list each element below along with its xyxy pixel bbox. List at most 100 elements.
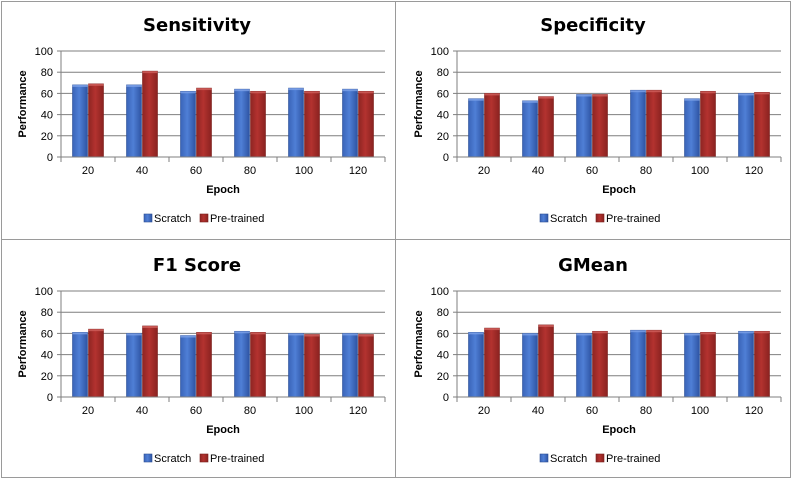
y-tick-label-specificity-0: 0 — [443, 152, 449, 164]
bar-specificity-scratch-120 — [738, 93, 754, 158]
bar-specificity-pre-trained-100 — [700, 90, 716, 158]
x-tick-label-sensitivity-40: 40 — [136, 165, 148, 177]
legend-swatch-scratch — [143, 213, 153, 223]
legend-swatch-pretrained — [199, 213, 209, 223]
y-tick-label-f1-score-80: 80 — [41, 307, 53, 319]
bar-cap-f1-score-pre-trained-20 — [88, 329, 104, 332]
bar-f1-score-pre-trained-40 — [142, 325, 158, 398]
x-tick-label-f1-score-40: 40 — [136, 405, 148, 417]
x-tick-label-specificity-100: 100 — [691, 165, 709, 177]
bar-gmean-scratch-60 — [576, 333, 592, 398]
bar-specificity-pre-trained-80 — [646, 89, 662, 158]
chart-f1-score: F1 Score 0 20 40 60 80 100 20 40 60 80 100 120 Epoch P… — [17, 255, 386, 465]
bar-specificity-scratch-60 — [576, 94, 592, 158]
legend-swatch-pretrained — [595, 213, 605, 223]
bar-gmean-pre-trained-20 — [484, 327, 500, 398]
bar-f1-score-scratch-100 — [288, 333, 304, 398]
y-tick-label-f1-score-40: 40 — [41, 350, 53, 362]
y-tick-label-gmean-100: 100 — [431, 286, 449, 298]
bar-cap-f1-score-pre-trained-100 — [304, 334, 320, 337]
y-tick-label-sensitivity-80: 80 — [41, 67, 53, 79]
x-tick-label-sensitivity-60: 60 — [190, 165, 202, 177]
x-tick-label-specificity-120: 120 — [745, 165, 763, 177]
bar-cap-f1-score-pre-trained-120 — [358, 334, 374, 337]
legend-swatch-pretrained — [595, 453, 605, 463]
x-tick-label-f1-score-80: 80 — [244, 405, 256, 417]
chart-panel-f1-score: F1 Score 0 20 40 60 80 100 20 40 60 80 100 120 Epoch P… — [0, 240, 394, 478]
x-tick-label-sensitivity-20: 20 — [82, 165, 94, 177]
bar-cap-specificity-scratch-120 — [738, 93, 754, 96]
y-axis-label-sensitivity: Performance — [17, 70, 29, 137]
bar-sensitivity-pre-trained-100 — [304, 90, 320, 158]
bar-f1-score-pre-trained-120 — [358, 334, 374, 398]
bar-cap-gmean-scratch-80 — [630, 330, 646, 333]
x-tick-label-f1-score-120: 120 — [349, 405, 367, 417]
bar-cap-gmean-scratch-20 — [468, 332, 484, 335]
legend-swatch-scratch — [539, 453, 549, 463]
x-tick-label-gmean-80: 80 — [640, 405, 652, 417]
bar-cap-specificity-pre-trained-120 — [754, 92, 770, 95]
x-tick-label-gmean-20: 20 — [478, 405, 490, 417]
legend-label-pretrained: Pre-trained — [210, 453, 264, 465]
bar-sensitivity-pre-trained-40 — [142, 70, 158, 158]
bar-cap-gmean-scratch-60 — [576, 333, 592, 336]
bar-cap-specificity-pre-trained-60 — [592, 94, 608, 97]
y-tick-label-specificity-60: 60 — [437, 88, 449, 100]
chart-panel-specificity: Specificity 0 20 40 60 80 100 20 40 60 80 100 120 Epo… — [396, 0, 790, 238]
y-tick-label-f1-score-0: 0 — [47, 392, 53, 404]
bar-specificity-scratch-40 — [522, 100, 538, 158]
bar-sensitivity-scratch-20 — [72, 84, 88, 158]
x-tick-label-specificity-60: 60 — [586, 165, 598, 177]
x-tick-label-f1-score-60: 60 — [190, 405, 202, 417]
y-tick-label-specificity-100: 100 — [431, 46, 449, 58]
bar-f1-score-pre-trained-100 — [304, 334, 320, 398]
legend-f1-score: Scratch Pre-trained — [143, 453, 264, 465]
legend-sensitivity: Scratch Pre-trained — [143, 213, 264, 225]
bar-cap-gmean-scratch-40 — [522, 333, 538, 336]
y-tick-label-gmean-20: 20 — [437, 371, 449, 383]
x-axis-label-gmean: Epoch — [602, 424, 636, 436]
bar-specificity-scratch-100 — [684, 98, 700, 158]
legend-label-pretrained: Pre-trained — [606, 453, 660, 465]
y-tick-label-gmean-60: 60 — [437, 328, 449, 340]
bar-cap-specificity-pre-trained-20 — [484, 93, 500, 96]
bar-cap-gmean-scratch-120 — [738, 331, 754, 334]
bar-sensitivity-scratch-60 — [180, 90, 196, 158]
chart-panel-sensitivity: Sensitivity 0 20 40 60 80 100 20 40 60 80 100 120 Epo… — [0, 0, 394, 238]
bar-sensitivity-scratch-40 — [126, 84, 142, 158]
bar-cap-sensitivity-pre-trained-80 — [250, 91, 266, 94]
bar-f1-score-scratch-120 — [342, 333, 358, 398]
bar-cap-specificity-pre-trained-80 — [646, 90, 662, 93]
x-axis-label-specificity: Epoch — [602, 184, 636, 196]
bar-cap-specificity-scratch-80 — [630, 90, 646, 93]
bar-gmean-pre-trained-80 — [646, 329, 662, 398]
panel-divider-horizontal — [1, 239, 791, 240]
y-axis-label-gmean: Performance — [413, 310, 425, 377]
x-tick-label-sensitivity-120: 120 — [349, 165, 367, 177]
bar-cap-specificity-scratch-60 — [576, 94, 592, 97]
bar-cap-gmean-pre-trained-80 — [646, 330, 662, 333]
y-tick-label-f1-score-20: 20 — [41, 371, 53, 383]
bar-cap-f1-score-scratch-80 — [234, 331, 250, 334]
bar-cap-f1-score-scratch-120 — [342, 333, 358, 336]
bar-gmean-pre-trained-40 — [538, 324, 554, 398]
bar-cap-gmean-pre-trained-120 — [754, 331, 770, 334]
bar-f1-score-pre-trained-80 — [250, 332, 266, 398]
bar-cap-sensitivity-scratch-120 — [342, 89, 358, 92]
y-tick-label-gmean-40: 40 — [437, 350, 449, 362]
y-tick-label-specificity-80: 80 — [437, 67, 449, 79]
bar-cap-gmean-pre-trained-100 — [700, 332, 716, 335]
chart-gmean: GMean 0 20 40 60 80 100 20 40 60 80 100 120 Epoch Perf… — [413, 255, 782, 465]
bar-cap-sensitivity-pre-trained-100 — [304, 91, 320, 94]
bar-gmean-pre-trained-60 — [592, 330, 608, 398]
x-tick-label-specificity-40: 40 — [532, 165, 544, 177]
x-tick-label-f1-score-100: 100 — [295, 405, 313, 417]
bar-cap-sensitivity-pre-trained-60 — [196, 88, 212, 91]
bar-specificity-pre-trained-20 — [484, 93, 500, 158]
y-tick-label-sensitivity-0: 0 — [47, 152, 53, 164]
y-axis-label-specificity: Performance — [413, 70, 425, 137]
bar-cap-f1-score-scratch-60 — [180, 335, 196, 338]
x-tick-label-f1-score-20: 20 — [82, 405, 94, 417]
legend-label-scratch: Scratch — [154, 453, 191, 465]
legend-label-scratch: Scratch — [550, 213, 587, 225]
